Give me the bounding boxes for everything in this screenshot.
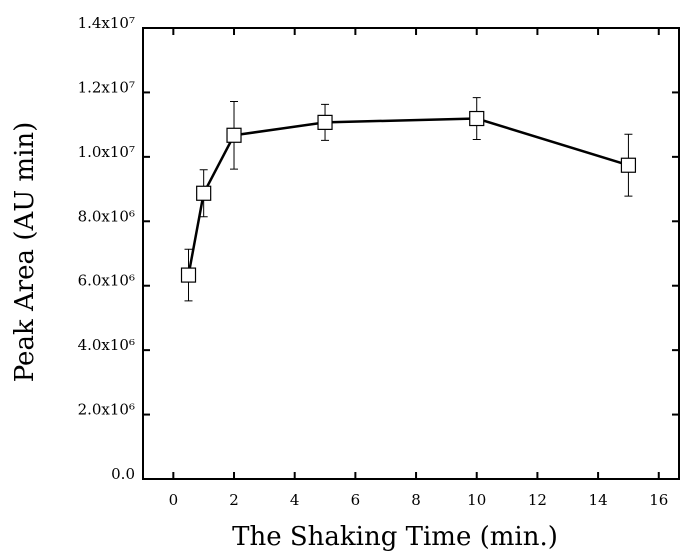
data-marker [180,267,197,283]
x-tick-label: 12 [528,491,547,509]
y-tick-label: 1.2x10⁷ [78,78,135,96]
data-marker [620,157,637,173]
x-tick-label: 4 [290,491,300,509]
y-tick-label: 4.0x10⁶ [78,336,135,354]
y-tick-label: 1.0x10⁷ [78,143,135,161]
y-tick-label: 6.0x10⁶ [78,272,135,290]
x-tick-label: 8 [411,491,421,509]
y-axis-title: Peak Area (AU min) [10,122,40,383]
x-tick-label: 2 [229,491,239,509]
y-tick-label: 8.0x10⁶ [78,207,135,225]
x-tick-label: 6 [351,491,361,509]
x-axis-title: The Shaking Time (min.) [232,522,558,552]
data-marker [317,114,333,130]
data-marker [196,185,212,201]
y-tick-label: 1.4x10⁷ [78,14,135,32]
x-tick-label: 0 [169,491,179,509]
x-tick-label: 14 [589,491,608,509]
data-marker [226,127,242,143]
plot-frame [142,27,680,480]
y-tick-label: 2.0x10⁶ [78,401,135,419]
data-marker [469,110,485,127]
x-tick-label: 16 [649,491,668,509]
x-tick-label: 10 [467,491,486,509]
y-tick-label: 0.0 [111,465,135,483]
data-line [187,117,629,276]
